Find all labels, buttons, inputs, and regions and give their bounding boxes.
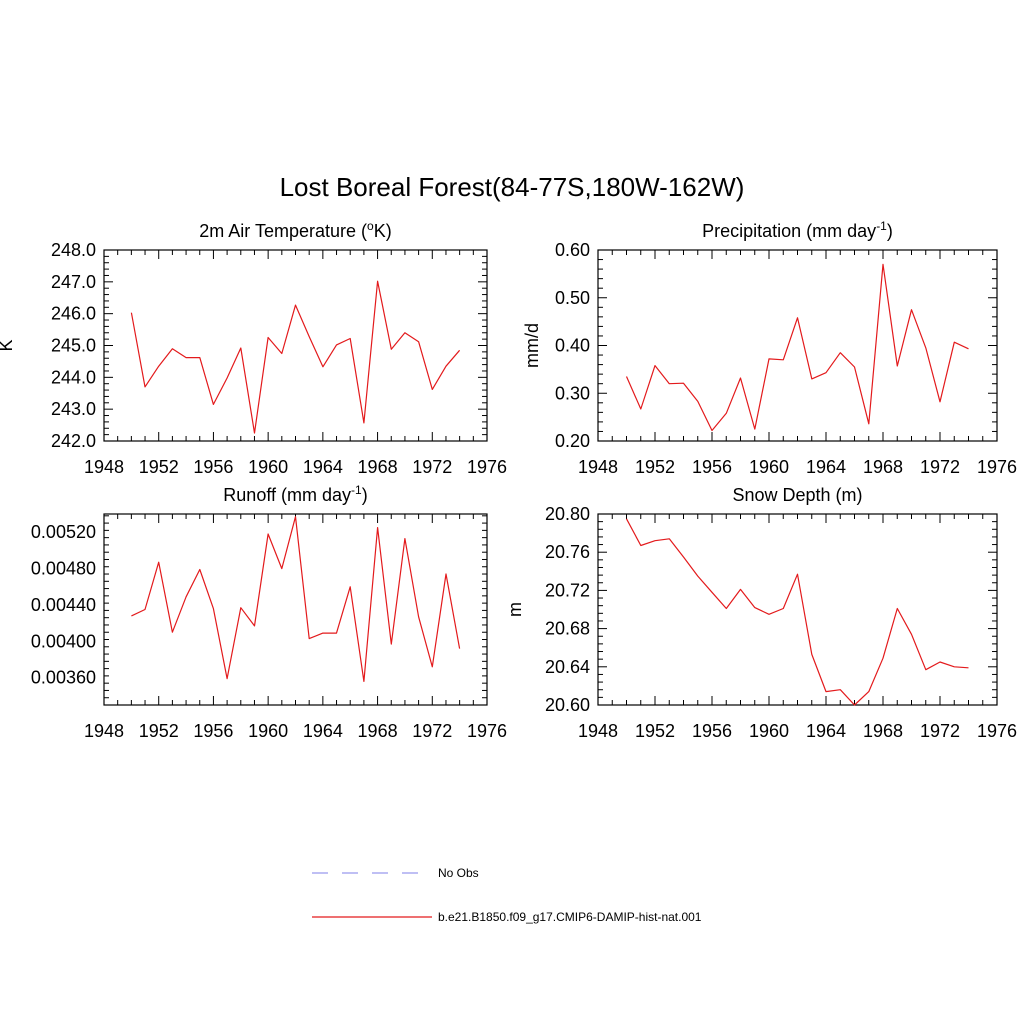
y-tick-label: 0.00440 xyxy=(31,595,96,615)
y-tick-label: 20.72 xyxy=(545,580,590,600)
panel-2: Precipitation (mm day-1) mm/d 1948 1952 1956… xyxy=(522,219,1017,477)
y-tick-label: 243.0 xyxy=(51,399,96,419)
series-line xyxy=(130,280,461,434)
x-tick-label: 1976 xyxy=(977,721,1017,741)
series-line xyxy=(131,516,461,683)
y-tick-label: 20.80 xyxy=(545,504,590,524)
panel-title-text: Precipitation (mm day xyxy=(702,221,876,241)
x-tick-label: 1960 xyxy=(749,721,789,741)
x-tick-label: 1972 xyxy=(920,721,960,741)
figure-title: Lost Boreal Forest(84-77S,180W-162W) xyxy=(280,172,745,202)
y-axis-label: mm/d xyxy=(522,323,542,368)
panel-title: 2m Air Temperature (oK) xyxy=(199,219,391,241)
x-tick-label: 1960 xyxy=(248,457,288,477)
series-line xyxy=(625,263,969,432)
plot-frame xyxy=(597,513,998,706)
x-tick-label: 1972 xyxy=(412,457,452,477)
x-tick-label: 1964 xyxy=(303,721,343,741)
x-tick-label: 1956 xyxy=(692,721,732,741)
y-axis-label: K xyxy=(0,339,16,351)
x-tick-label: 1972 xyxy=(412,721,452,741)
plot-frame xyxy=(103,513,488,706)
panel-title: Snow Depth (m) xyxy=(732,485,862,505)
panel-title-text: 2m Air Temperature ( xyxy=(199,221,367,241)
x-tick-label: 1968 xyxy=(358,457,398,477)
y-tick-label: 0.30 xyxy=(555,383,590,403)
y-tick-label: 0.60 xyxy=(555,240,590,260)
panel-title-superscript: -1 xyxy=(876,219,887,233)
x-tick-label: 1948 xyxy=(578,457,618,477)
y-tick-label: 247.0 xyxy=(51,272,96,292)
panel-title-text: Snow Depth (m) xyxy=(732,485,862,505)
x-tick-label: 1956 xyxy=(193,457,233,477)
y-axis-label: m xyxy=(505,602,525,617)
panel-1: 2m Air Temperature (oK) K 1948 1952 1956 1960… xyxy=(0,219,507,477)
x-tick-label: 1952 xyxy=(139,457,179,477)
x-tick-label: 1956 xyxy=(193,721,233,741)
panel-4: Snow Depth (m) m 1948 1952 1956 1960 1964 1968 1… xyxy=(505,485,1017,741)
y-tick-label: 245.0 xyxy=(51,336,96,356)
panel-title-suffix: ) xyxy=(362,485,368,505)
plot-frame xyxy=(597,249,998,442)
panel-title-superscript: o xyxy=(367,219,374,233)
y-tick-label: 0.00400 xyxy=(31,631,96,651)
x-tick-label: 1968 xyxy=(863,457,903,477)
legend-label: b.e21.B1850.f09_g17.CMIP6-DAMIP-hist-nat… xyxy=(438,910,702,924)
panel-title: Precipitation (mm day-1) xyxy=(702,219,893,241)
y-tick-label: 244.0 xyxy=(51,367,96,387)
x-tick-label: 1964 xyxy=(806,457,846,477)
y-tick-label: 242.0 xyxy=(51,431,96,451)
y-tick-label: 248.0 xyxy=(51,240,96,260)
plot-frame xyxy=(103,249,488,442)
panel-title-text: Runoff (mm day xyxy=(223,485,351,505)
x-tick-label: 1976 xyxy=(977,457,1017,477)
legend-label: No Obs xyxy=(438,866,479,880)
y-tick-label: 20.76 xyxy=(545,542,590,562)
series-line xyxy=(625,518,969,706)
x-tick-label: 1968 xyxy=(863,721,903,741)
panel-title-superscript: -1 xyxy=(351,483,362,497)
y-tick-label: 246.0 xyxy=(51,304,96,324)
panel-title-suffix: ) xyxy=(887,221,893,241)
panel-title: Runoff (mm day-1) xyxy=(223,483,367,505)
x-tick-label: 1952 xyxy=(635,457,675,477)
x-tick-label: 1964 xyxy=(303,457,343,477)
x-tick-label: 1948 xyxy=(84,721,124,741)
panel-title-suffix: K) xyxy=(374,221,392,241)
panel-3: Runoff (mm day-1) 1948 1952 1956 1960 1964 196… xyxy=(31,483,507,741)
y-tick-label: 0.00480 xyxy=(31,559,96,579)
x-tick-label: 1976 xyxy=(467,457,507,477)
x-tick-label: 1972 xyxy=(920,457,960,477)
y-tick-label: 0.40 xyxy=(555,336,590,356)
x-tick-label: 1948 xyxy=(84,457,124,477)
x-tick-label: 1956 xyxy=(692,457,732,477)
y-tick-label: 0.00360 xyxy=(31,668,96,688)
x-tick-label: 1948 xyxy=(578,721,618,741)
y-tick-label: 0.00520 xyxy=(31,522,96,542)
y-tick-label: 20.60 xyxy=(545,695,590,715)
panels: 2m Air Temperature (oK) K 1948 1952 1956 1960… xyxy=(0,219,1017,741)
y-tick-label: 20.68 xyxy=(545,619,590,639)
y-tick-label: 20.64 xyxy=(545,657,590,677)
x-tick-label: 1976 xyxy=(467,721,507,741)
y-tick-label: 0.50 xyxy=(555,288,590,308)
x-tick-label: 1960 xyxy=(749,457,789,477)
y-tick-label: 0.20 xyxy=(555,431,590,451)
x-tick-label: 1952 xyxy=(635,721,675,741)
x-tick-label: 1952 xyxy=(139,721,179,741)
x-tick-label: 1968 xyxy=(358,721,398,741)
legend: No Obs b.e21.B1850.f09_g17.CMIP6-DAMIP-hi… xyxy=(312,866,702,924)
x-tick-label: 1964 xyxy=(806,721,846,741)
x-tick-label: 1960 xyxy=(248,721,288,741)
